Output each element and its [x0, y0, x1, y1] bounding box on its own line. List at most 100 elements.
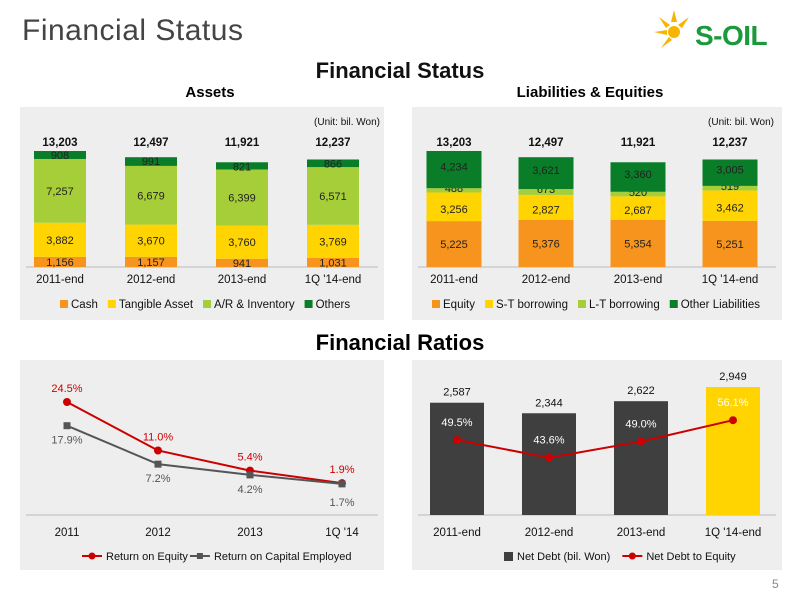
category-label: 2013	[237, 527, 263, 539]
bar-segment	[216, 258, 268, 267]
category-label: 2013-end	[614, 274, 663, 286]
data-label: 7.2%	[145, 473, 170, 485]
data-label: 6,399	[228, 193, 256, 205]
bar-segment	[426, 151, 482, 189]
data-point	[637, 437, 645, 446]
data-label: 4,234	[440, 162, 468, 174]
legend-marker	[196, 553, 203, 559]
assets-title: Assets	[185, 84, 235, 101]
bar-segment	[518, 194, 574, 220]
bar-segment	[34, 151, 86, 159]
data-label: 7,257	[46, 186, 74, 198]
category-label: 2012-end	[127, 274, 176, 286]
series-line	[66, 401, 343, 485]
page-number: 5	[772, 577, 779, 591]
legend-marker	[628, 552, 636, 560]
data-label: 908	[51, 150, 69, 162]
total-label: 12,237	[315, 137, 350, 149]
returns-chart: 2011 2012 2013 1Q '14 24.5% 11.0% 5.4% 1.9% 17.9…	[26, 383, 378, 563]
category-label: 2013-end	[218, 274, 267, 286]
data-label: 3,760	[228, 237, 256, 249]
data-point	[63, 398, 71, 406]
legend-label: S-T borrowing	[496, 299, 568, 311]
total-label: 12,237	[712, 137, 747, 149]
category-label: 2011-end	[433, 527, 481, 539]
unit-label: (Unit: bil. Won)	[314, 117, 380, 128]
total-label: 13,203	[42, 137, 77, 149]
data-label: 2,949	[719, 371, 747, 383]
data-point	[453, 436, 461, 444]
category-label: 1Q '14	[325, 527, 359, 539]
data-label: 3,670	[137, 236, 165, 248]
legend-swatch	[60, 300, 68, 308]
category-label: 2012-end	[525, 527, 574, 539]
legend-label: Return on Equity	[106, 551, 188, 563]
data-label: 49.0%	[625, 419, 656, 431]
liabilities-chart: (Unit: bil. Won)5,2253,2564884,23413,203…	[418, 117, 776, 311]
legend-label: Net Debt (bil. Won)	[517, 551, 610, 563]
bar-segment	[307, 167, 359, 225]
bar	[614, 401, 668, 515]
data-point	[545, 453, 553, 462]
bar-segment	[426, 192, 482, 222]
data-label: 3,769	[319, 236, 347, 248]
bar	[522, 413, 576, 515]
total-label: 11,921	[225, 137, 260, 149]
series-line	[456, 419, 734, 459]
bar-segment	[125, 165, 177, 225]
returns-panel: 2011 2012 2013 1Q '14 24.5% 11.0% 5.4% 1.9% 17.9…	[20, 360, 384, 570]
legend-swatch	[484, 300, 493, 308]
category-label: 1Q '14-end	[305, 274, 362, 286]
bar-segment	[426, 188, 482, 193]
total-label: 11,921	[621, 137, 656, 149]
legend-swatch	[107, 300, 116, 308]
data-label: 821	[233, 161, 251, 173]
bar-segment	[702, 159, 758, 186]
data-label: 1.9%	[329, 464, 354, 476]
category-label: 1Q '14-end	[702, 274, 759, 286]
legend-label: Equity	[443, 299, 475, 311]
data-label: 3,462	[716, 203, 744, 215]
logo-text: S-OIL	[695, 20, 768, 51]
data-label: 6,679	[137, 190, 165, 202]
assets-chart: (Unit: bil. Won) 1,156 3,882 7,257 90813,203…	[26, 117, 380, 311]
data-label: 56.1%	[717, 397, 748, 409]
liabilities-panel: (Unit: bil. Won) 5,225 3,256 488 4,234 13,203…	[412, 107, 782, 320]
bar-segment	[426, 221, 482, 267]
data-label: 6,571	[319, 191, 347, 203]
category-label: 2011-end	[36, 274, 84, 286]
category-label: 1Q '14-end	[705, 527, 762, 539]
liabilities-title: Liabilities & Equities	[516, 84, 664, 101]
bar	[430, 402, 484, 515]
data-label: 3,360	[624, 169, 652, 181]
bar-segment	[216, 162, 268, 170]
data-label: 866	[324, 158, 342, 170]
data-label: 11.0%	[143, 431, 174, 443]
data-label: 2,587	[443, 387, 471, 399]
data-label: 49.5%	[441, 417, 472, 429]
bar-segment	[125, 256, 177, 267]
net-debt-panel: 2,587 2011-end 2,344 2012-end 2,622 2013-end 2…	[412, 360, 782, 570]
bar-segment	[702, 220, 758, 267]
data-label: 5,225	[440, 239, 468, 251]
data-label: 3,882	[46, 235, 74, 247]
data-label: 5.4%	[237, 452, 262, 464]
legend-swatch	[432, 300, 440, 308]
data-label: 1.7%	[329, 497, 354, 509]
bar-segment	[702, 190, 758, 221]
legend-marker	[88, 552, 96, 560]
bar-segment	[610, 219, 666, 267]
data-label: 1,157	[137, 257, 165, 269]
page-title: Financial Status	[22, 14, 244, 47]
data-label: 1,031	[319, 257, 347, 269]
category-label: 2011-end	[430, 274, 478, 286]
data-point	[729, 416, 737, 425]
data-label: 3,005	[716, 165, 744, 177]
bar-segment	[702, 185, 758, 191]
bar-segment	[216, 225, 268, 259]
data-point	[63, 422, 71, 430]
data-label: 2,687	[624, 205, 652, 217]
legend-swatch	[203, 300, 212, 308]
series-line	[66, 424, 343, 485]
data-label: 991	[142, 156, 160, 168]
